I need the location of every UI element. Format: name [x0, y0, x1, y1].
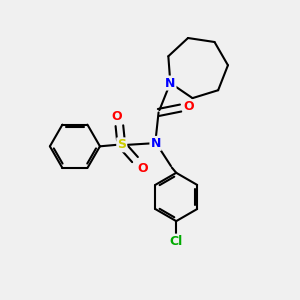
Text: S: S: [117, 138, 126, 151]
Text: Cl: Cl: [169, 235, 183, 248]
Text: N: N: [165, 76, 175, 89]
Text: O: O: [112, 110, 122, 123]
Text: N: N: [150, 137, 161, 150]
Text: O: O: [184, 100, 194, 113]
Text: O: O: [137, 162, 148, 175]
